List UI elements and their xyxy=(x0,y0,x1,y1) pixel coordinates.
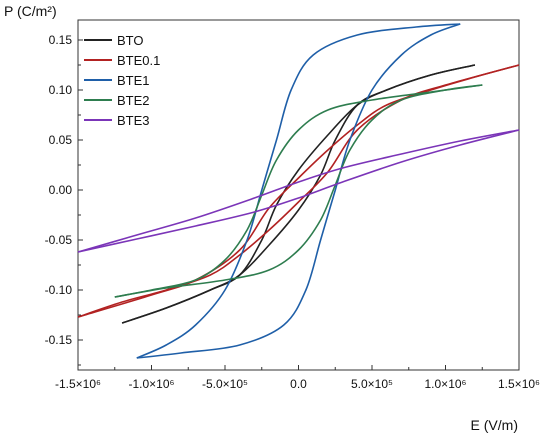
x-tick-label: 1.5×10⁶ xyxy=(498,377,540,391)
y-tick-label: -0.05 xyxy=(45,233,73,247)
legend-label: BTE0.1 xyxy=(117,53,160,68)
x-tick-label: -1.5×10⁶ xyxy=(55,377,101,391)
loop-upper-branch xyxy=(77,129,520,253)
legend-label: BTO xyxy=(117,33,144,48)
legend-label: BTE1 xyxy=(117,73,150,88)
loop-lower-branch xyxy=(121,64,476,324)
loop-lower-branch xyxy=(77,129,520,253)
y-tick-label: -0.15 xyxy=(45,333,73,347)
series-bte3 xyxy=(77,129,520,253)
y-tick-label: 0.10 xyxy=(49,83,73,97)
loop-lower-branch xyxy=(136,23,461,359)
x-tick-label: -1.0×10⁶ xyxy=(129,377,175,391)
loop-upper-branch xyxy=(121,64,476,324)
legend-label: BTE3 xyxy=(117,113,150,128)
series-layer xyxy=(77,23,520,359)
y-tick-label: 0.00 xyxy=(49,183,73,197)
y-tick-label: -0.10 xyxy=(45,283,73,297)
x-tick-label: -5.0×10⁵ xyxy=(202,377,248,391)
y-axis-label: P (C/m²) xyxy=(4,3,57,19)
x-tick-label: 5.0×10⁵ xyxy=(351,377,393,391)
y-axis: 0.15 0.10 0.05 0.00 -0.05 -0.10 -0.15 xyxy=(45,33,83,366)
loop-upper-branch xyxy=(136,23,461,359)
x-axis-label: E (V/m) xyxy=(471,417,518,433)
y-tick-label: 0.15 xyxy=(49,33,73,47)
series-bte0-1 xyxy=(77,64,520,318)
legend-label: BTE2 xyxy=(117,93,150,108)
series-bto xyxy=(121,64,476,324)
x-tick-label: 1.0×10⁶ xyxy=(425,377,467,391)
series-bte1 xyxy=(136,23,461,359)
y-tick-label: 0.05 xyxy=(49,133,73,147)
legend: BTO BTE0.1 BTE1 BTE2 BTE3 xyxy=(84,33,160,128)
loop-lower-branch xyxy=(114,84,483,298)
series-bte2 xyxy=(114,84,483,298)
loop-upper-branch xyxy=(114,84,483,298)
x-axis: -1.5×10⁶ -1.0×10⁶ -5.0×10⁵ 0.0 5.0×10⁵ 1.0×10… xyxy=(55,365,540,391)
x-tick-label: 0.0 xyxy=(290,377,307,391)
loop-lower-branch xyxy=(77,64,520,318)
